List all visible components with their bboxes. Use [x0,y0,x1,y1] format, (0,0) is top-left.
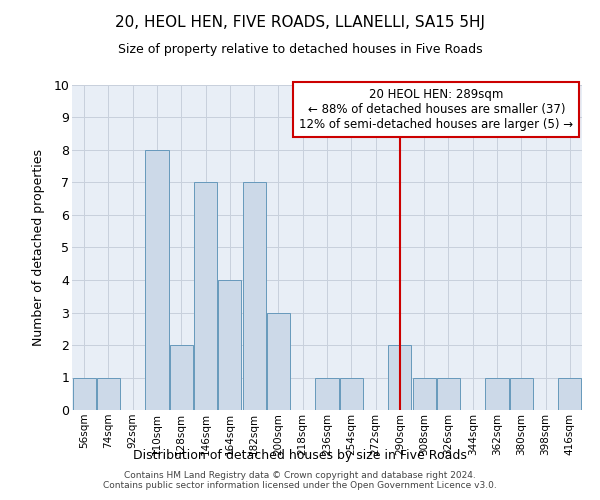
Bar [97,378,120,410]
Bar [388,345,412,410]
Text: Size of property relative to detached houses in Five Roads: Size of property relative to detached ho… [118,42,482,56]
Bar [413,378,436,410]
Bar [242,182,266,410]
Text: Distribution of detached houses by size in Five Roads: Distribution of detached houses by size … [133,448,467,462]
Bar [485,378,509,410]
Bar [73,378,95,410]
Text: Contains HM Land Registry data © Crown copyright and database right 2024.
Contai: Contains HM Land Registry data © Crown c… [103,470,497,490]
Bar [218,280,241,410]
Bar [145,150,169,410]
Bar [267,312,290,410]
Bar [316,378,338,410]
Bar [170,345,193,410]
Y-axis label: Number of detached properties: Number of detached properties [32,149,45,346]
Bar [194,182,217,410]
Text: 20 HEOL HEN: 289sqm
← 88% of detached houses are smaller (37)
12% of semi-detach: 20 HEOL HEN: 289sqm ← 88% of detached ho… [299,88,574,131]
Bar [559,378,581,410]
Text: 20, HEOL HEN, FIVE ROADS, LLANELLI, SA15 5HJ: 20, HEOL HEN, FIVE ROADS, LLANELLI, SA15… [115,15,485,30]
Bar [340,378,363,410]
Bar [510,378,533,410]
Bar [437,378,460,410]
